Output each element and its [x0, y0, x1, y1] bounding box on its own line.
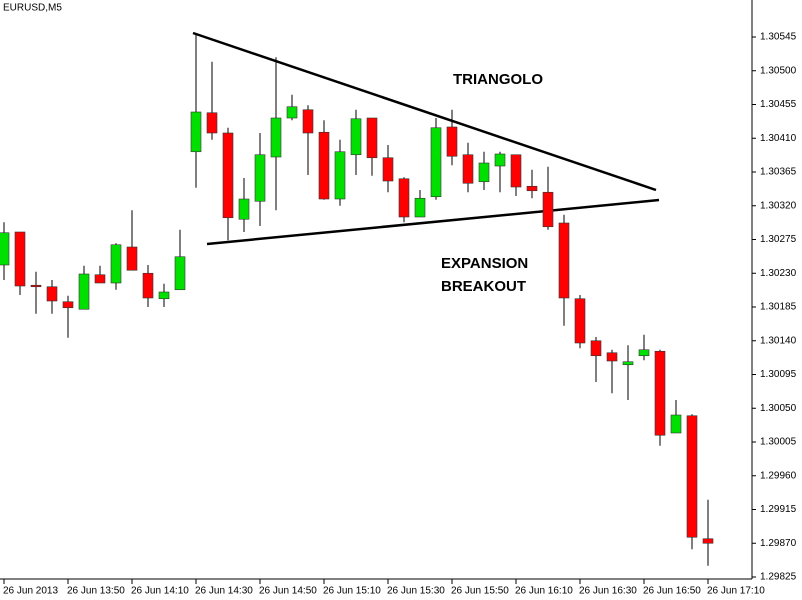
- candle-body: [462, 154, 474, 184]
- y-tick-label: 1.30050: [760, 403, 797, 414]
- candle-body: [526, 185, 538, 192]
- y-tick-label: 1.30275: [760, 234, 797, 245]
- candle-body: [206, 112, 218, 134]
- candle-body: [94, 274, 106, 284]
- x-tick-label: 26 Jun 14:30: [195, 586, 253, 597]
- candle-body: [350, 118, 362, 156]
- candle-body: [254, 154, 266, 202]
- x-tick-label: 26 Jun 16:10: [515, 586, 573, 597]
- y-tick-label: 1.30185: [760, 302, 797, 313]
- candle-body: [334, 151, 346, 200]
- x-tick-label: 26 Jun 14:10: [131, 586, 189, 597]
- candle-body: [574, 298, 586, 344]
- candle-body: [382, 157, 394, 182]
- candle-body: [654, 350, 666, 436]
- y-tick-label: 1.30455: [760, 99, 797, 110]
- y-tick-label: 1.29915: [760, 504, 797, 515]
- y-tick-label: 1.30230: [760, 268, 797, 279]
- candle-body: [158, 291, 170, 300]
- candle-body: [190, 111, 202, 153]
- candle-body: [238, 198, 250, 220]
- x-tick-label: 26 Jun 15:50: [451, 586, 509, 597]
- candle-body: [46, 286, 58, 302]
- candle-body: [558, 222, 570, 299]
- candle-body: [174, 256, 186, 291]
- y-tick-label: 1.30320: [760, 200, 797, 211]
- y-tick-label: 1.30140: [760, 335, 797, 346]
- candle-body: [590, 340, 602, 357]
- candle-body: [286, 106, 298, 119]
- candle-body: [302, 109, 314, 134]
- candle-body: [0, 232, 10, 266]
- y-tick-label: 1.30545: [760, 32, 797, 43]
- candle-body: [78, 273, 90, 310]
- y-tick-label: 1.30095: [760, 369, 797, 380]
- candle-body: [14, 231, 26, 287]
- candle-body: [62, 301, 74, 309]
- candle-body: [414, 197, 426, 218]
- candle-body: [478, 162, 490, 183]
- candle-body: [270, 117, 282, 158]
- y-tick-label: 1.30365: [760, 167, 797, 178]
- candle-body: [494, 153, 506, 167]
- candle-body: [622, 361, 634, 366]
- y-tick-label: 1.29960: [760, 470, 797, 481]
- candle-body: [670, 414, 682, 434]
- x-tick-label: 26 Jun 13:50: [67, 586, 125, 597]
- candle-body: [126, 246, 138, 271]
- candle-body: [446, 126, 458, 157]
- candle-body: [110, 244, 122, 284]
- candle-body: [686, 415, 698, 538]
- candle-body: [366, 117, 378, 159]
- annotation: EXPANSION: [441, 255, 528, 272]
- candle-body: [398, 178, 410, 218]
- chart-title: EURUSD,M5: [3, 3, 62, 14]
- candle-body: [222, 132, 234, 219]
- x-tick-label: 26 Jun 17:10: [707, 586, 765, 597]
- trend-line-lower: [206, 198, 660, 246]
- y-tick-label: 1.30500: [760, 65, 797, 76]
- x-tick-label: 26 Jun 16:30: [579, 586, 637, 597]
- annotation: BREAKOUT: [441, 278, 526, 295]
- y-tick-label: 1.30410: [760, 133, 797, 144]
- x-tick-label: 26 Jun 14:50: [259, 586, 317, 597]
- candle-body: [542, 191, 554, 228]
- candle-body: [638, 349, 650, 357]
- candle-body: [430, 127, 442, 198]
- candle-body: [142, 272, 154, 299]
- x-tick-label: 26 Jun 15:30: [387, 586, 445, 597]
- candle-body: [606, 352, 618, 362]
- y-tick-label: 1.29825: [760, 572, 797, 583]
- x-tick-label: 26 Jun 2013: [3, 586, 58, 597]
- y-tick-label: 1.30005: [760, 437, 797, 448]
- candle-body: [702, 538, 714, 544]
- candle-body: [30, 284, 42, 288]
- candle-body: [318, 131, 330, 200]
- trend-line-upper: [192, 31, 657, 192]
- candle-body: [510, 154, 522, 188]
- y-tick-label: 1.29870: [760, 538, 797, 549]
- x-tick-label: 26 Jun 16:50: [643, 586, 701, 597]
- x-tick-label: 26 Jun 15:10: [323, 586, 381, 597]
- annotation: TRIANGOLO: [453, 71, 543, 88]
